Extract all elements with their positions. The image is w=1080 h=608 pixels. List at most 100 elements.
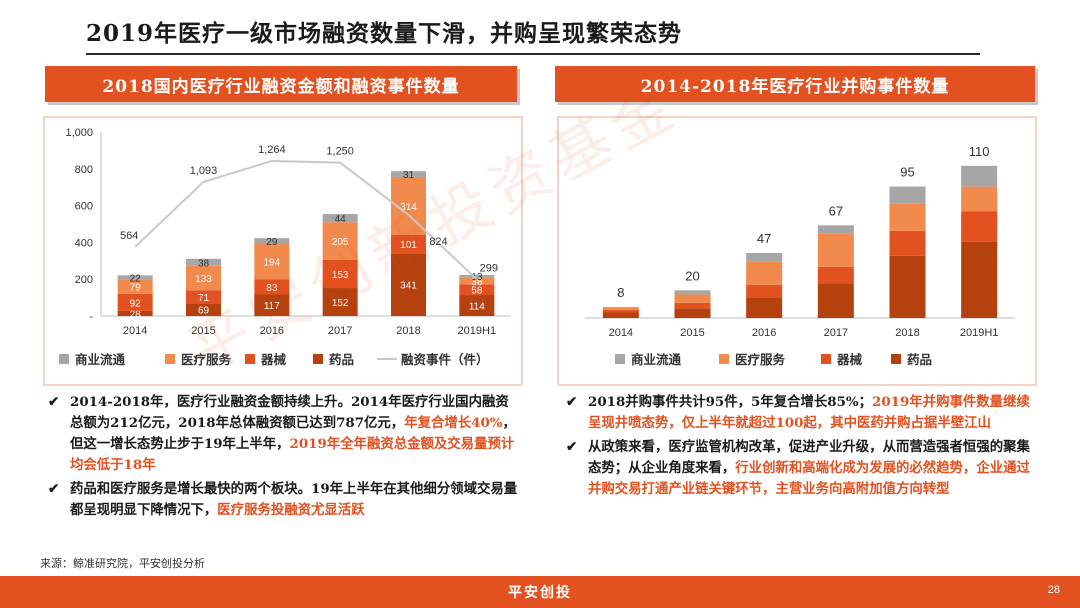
bar-segment-commercial	[746, 252, 783, 262]
bar-segment-medical-service	[254, 243, 290, 280]
legend-swatch-medical-service	[165, 354, 175, 364]
bar-segment-commercial	[817, 225, 854, 234]
legend-label: 药品	[329, 352, 354, 367]
legend-label: 器械	[836, 352, 863, 367]
line-data-label: 299	[480, 262, 498, 274]
footer-brand: 平安创投	[508, 585, 572, 601]
right-chart-box: 2014 8 2015 20 2016 47 2017 67 2018 95 2019H1 110 商业…	[557, 116, 1037, 386]
data-label: 44	[335, 214, 347, 225]
legend-label: 医疗服务	[735, 352, 786, 367]
data-label: 58	[471, 286, 483, 297]
data-label: 205	[332, 237, 349, 248]
bar-segment-commercial	[674, 290, 711, 295]
left-chart-box: 1,000 800 600 400 200 - 2014 28 92 79 22 2015 69 71 13…	[43, 116, 523, 386]
y-tick-label: 400	[75, 237, 93, 249]
data-label: 83	[266, 283, 278, 294]
highlight-text: 年复合增长40%	[404, 415, 503, 431]
bar-segment-drug	[889, 255, 926, 318]
legend-swatch-drug	[313, 354, 323, 364]
data-label: 101	[400, 240, 417, 251]
bar-segment-medical-service	[961, 186, 998, 212]
bar-segment-device	[186, 290, 221, 304]
legend-label: 医疗服务	[181, 352, 232, 367]
mna-chart: 2014 8 2015 20 2016 47 2017 67 2018 95 2019H1 110 商业…	[585, 144, 1015, 367]
highlight-text: 2019年全年融资总金额及交易量预计均会低于18年	[70, 436, 515, 473]
data-label: 79	[130, 283, 142, 294]
page-title: 2019年医疗一级市场融资数量下滑，并购呈现繁荣态势	[86, 20, 683, 47]
bar-segment-commercial	[117, 275, 153, 280]
bar-segment-medical-service	[117, 279, 153, 294]
bar-segment-commercial	[254, 238, 290, 244]
bar-segment-commercial	[459, 274, 495, 278]
data-label: 38	[471, 277, 483, 288]
data-label: 194	[263, 257, 280, 268]
x-tick-label: 2019H1	[458, 325, 497, 337]
x-tick-label: 2017	[328, 325, 352, 337]
bar-segment-device	[459, 284, 495, 296]
check-icon: ✔	[48, 481, 60, 497]
data-label: 117	[264, 301, 280, 312]
legend-swatch-device	[245, 354, 255, 364]
source-note: 来源：鲸准研究院，平安创投分析	[40, 557, 205, 570]
total-label: 8	[617, 285, 624, 300]
bar-segment-device	[961, 211, 998, 242]
total-label: 95	[900, 165, 914, 180]
total-label: 110	[969, 144, 990, 159]
bar-segment-drug	[459, 295, 495, 316]
bullet-text: 2018并购事件共计95件，5年复合增长85%；	[588, 394, 873, 410]
data-label: 31	[403, 170, 415, 181]
bar-segment-drug	[746, 297, 783, 318]
y-tick-label: 1,000	[65, 127, 93, 139]
data-label: 341	[400, 281, 417, 292]
bar-segment-device	[391, 234, 426, 254]
bar-segment-device	[117, 293, 153, 311]
bar-segment-medical-service	[746, 261, 783, 285]
y-tick-label: 200	[75, 274, 93, 286]
data-label: 92	[130, 298, 142, 309]
data-label: 153	[332, 270, 349, 281]
legend-swatch-medical-service	[719, 354, 729, 364]
line-data-label: 1,250	[326, 146, 354, 158]
bar-segment-medical-service	[186, 265, 221, 291]
right-bullets: ✔ 2018并购事件共计95件，5年复合增长85%；2019年并购事件数量继续呈现…	[566, 392, 1036, 503]
bar-segment-medical-service	[817, 233, 854, 267]
legend-label: 器械	[260, 352, 287, 367]
highlight-text: 医疗服务投融资尤显活跃	[217, 502, 365, 518]
bar-segment-medical-service	[674, 294, 711, 303]
check-icon: ✔	[566, 394, 578, 410]
data-label: 13	[471, 272, 483, 283]
line-data-label: 1,264	[258, 144, 286, 156]
bullet-item: ✔ 2018并购事件共计95件，5年复合增长85%；2019年并购事件数量继续呈现…	[566, 392, 1036, 434]
legend-label: 商业流通	[631, 352, 682, 367]
y-tick-label: -	[89, 311, 93, 323]
bar-segment-device	[674, 302, 711, 309]
legend-swatch-commercial	[615, 354, 625, 364]
data-label: 69	[198, 306, 210, 317]
legend-swatch-drug	[891, 354, 901, 364]
line-data-label: 824	[429, 236, 447, 248]
data-label: 152	[332, 298, 349, 309]
x-tick-label: 2016	[260, 325, 284, 337]
bullet-text: ，但这一增长态势止步于19年上半年，	[70, 415, 516, 452]
bar-segment-medical-service	[889, 203, 926, 231]
bar-segment-drug	[117, 310, 153, 316]
y-tick-label: 600	[75, 201, 93, 213]
bar-segment-medical-service	[459, 277, 495, 285]
total-label: 20	[685, 268, 699, 283]
x-tick-label: 2015	[191, 325, 215, 337]
x-tick-label: 2014	[609, 327, 633, 339]
bar-segment-drug	[961, 241, 998, 318]
x-tick-label: 2019H1	[960, 327, 999, 339]
footer-bar: 平安创投 28	[0, 576, 1080, 608]
legend-swatch-device	[821, 354, 831, 364]
bar-segment-device	[746, 284, 783, 298]
bar-segment-device	[322, 259, 358, 289]
x-tick-label: 2016	[752, 327, 776, 339]
x-tick-label: 2017	[824, 327, 848, 339]
y-tick-label: 800	[75, 164, 93, 176]
bar-segment-device	[817, 266, 854, 284]
bar-segment-commercial	[602, 306, 639, 308]
data-label: 114	[469, 302, 485, 313]
bar-segment-medical-service	[322, 222, 358, 260]
